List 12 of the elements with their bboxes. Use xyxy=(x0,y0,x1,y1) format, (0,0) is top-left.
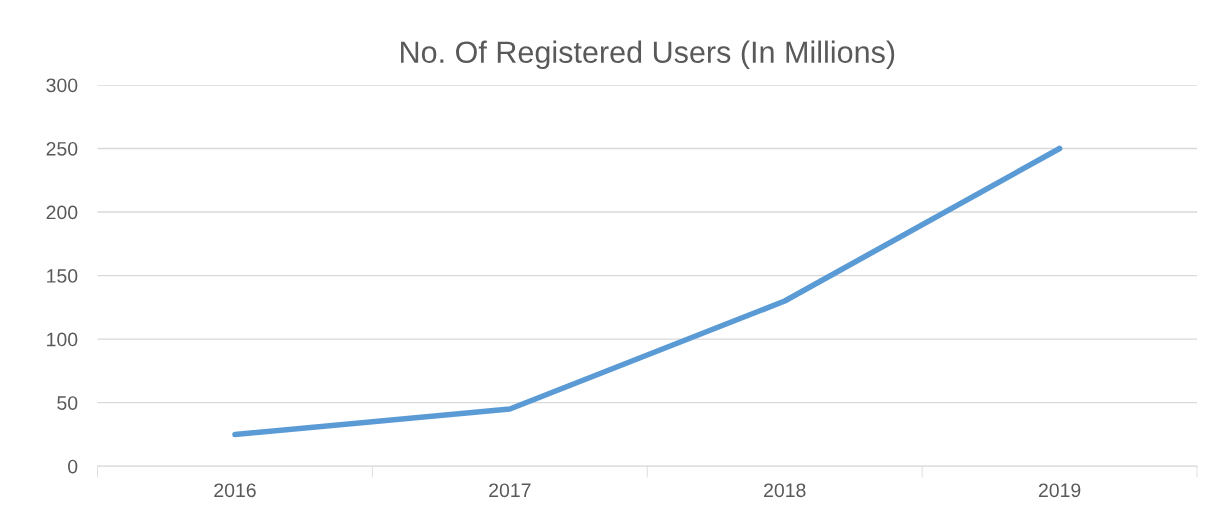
y-tick-label: 250 xyxy=(46,141,78,156)
y-tick-label: 0 xyxy=(68,459,78,474)
x-tick-label: 2017 xyxy=(489,483,531,498)
y-tick-label: 50 xyxy=(57,396,78,410)
y-tick-label: 150 xyxy=(47,269,78,283)
y-tick-label: 300 xyxy=(46,78,78,93)
x-tick-label: 2016 xyxy=(214,483,256,498)
x-tick-label: 2018 xyxy=(764,483,806,498)
chart-title: No. Of Registered Users (In Millions) xyxy=(401,40,895,70)
y-tick-label: 200 xyxy=(46,205,78,220)
x-tick-label: 2019 xyxy=(1038,483,1081,498)
y-tick-label: 100 xyxy=(47,332,78,347)
